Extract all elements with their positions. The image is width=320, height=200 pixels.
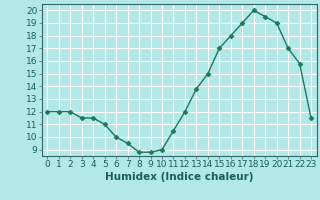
X-axis label: Humidex (Indice chaleur): Humidex (Indice chaleur) bbox=[105, 172, 253, 182]
